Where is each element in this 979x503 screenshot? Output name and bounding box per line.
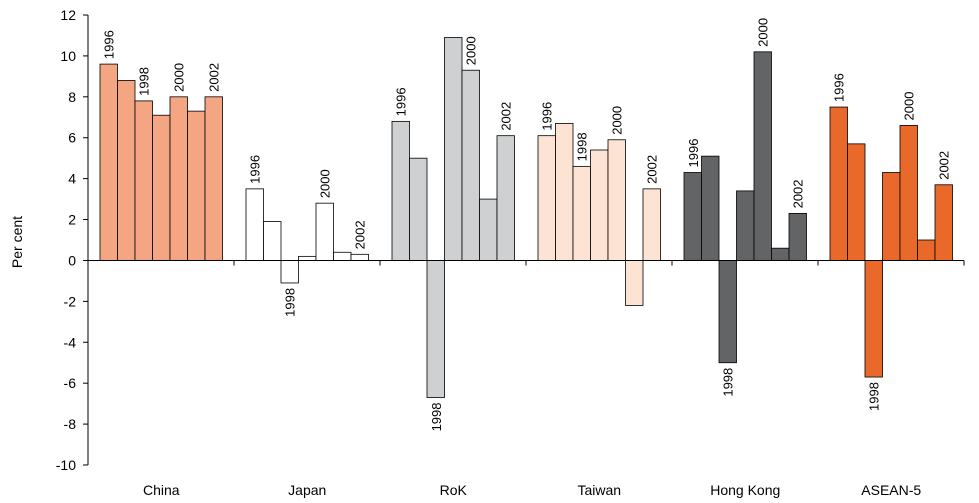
bars xyxy=(99,37,953,398)
bar-taiwan-1996 xyxy=(537,135,556,261)
bar-rok-1997 xyxy=(409,157,428,261)
year-label: 1998 xyxy=(575,132,590,161)
year-label: 2000 xyxy=(172,63,187,92)
bar-asean-5-1997 xyxy=(847,143,866,261)
bar-asean-5-1998 xyxy=(864,260,883,378)
bar-taiwan-1998 xyxy=(572,165,591,261)
year-label: 2002 xyxy=(937,151,952,180)
category-label: ASEAN-5 xyxy=(861,482,921,498)
year-label: 1998 xyxy=(721,368,736,397)
bar-taiwan-2000 xyxy=(607,139,626,261)
year-label: 1996 xyxy=(394,87,409,116)
year-label: 1998 xyxy=(137,67,152,96)
bar-japan-2002 xyxy=(350,253,369,261)
bar-rok-1999 xyxy=(444,37,463,261)
year-label: 2002 xyxy=(499,102,514,131)
year-label: 1998 xyxy=(283,288,298,317)
bar-asean-5-2002 xyxy=(934,184,953,261)
bar-china-1997 xyxy=(117,80,136,261)
y-tick-label: -2 xyxy=(64,293,77,309)
bar-japan-2001 xyxy=(333,251,352,261)
bar-rok-2002 xyxy=(496,135,515,261)
y-tick-label: 6 xyxy=(68,130,76,146)
year-label: 1996 xyxy=(832,73,847,102)
year-label: 2000 xyxy=(902,92,917,121)
year-label: 2000 xyxy=(464,36,479,65)
bar-china-2002 xyxy=(204,96,223,261)
year-label: 1996 xyxy=(540,102,555,131)
year-label: 2002 xyxy=(791,179,806,208)
year-label: 1996 xyxy=(102,30,117,59)
y-tick-label: -10 xyxy=(56,457,76,473)
year-label: 2000 xyxy=(756,18,771,47)
category-label: China xyxy=(143,482,180,498)
y-tick-label: -4 xyxy=(64,334,77,350)
category-label: Hong Kong xyxy=(710,482,780,498)
bar-japan-1998 xyxy=(280,260,299,284)
year-label: 1996 xyxy=(686,139,701,168)
bar-japan-1999 xyxy=(298,255,317,261)
bar-rok-2001 xyxy=(479,198,498,261)
year-label: 2002 xyxy=(645,155,660,184)
bar-hong-kong-2002 xyxy=(788,213,807,261)
y-tick-label: -8 xyxy=(64,416,77,432)
year-label: 1996 xyxy=(248,155,263,184)
bar-hong-kong-1999 xyxy=(736,190,755,261)
y-tick-label: -6 xyxy=(64,375,77,391)
y-axis-title: Per cent xyxy=(9,216,25,268)
y-tick-label: 4 xyxy=(68,171,76,187)
y-tick-label: 10 xyxy=(60,48,76,64)
bar-japan-1996 xyxy=(245,188,264,261)
bar-china-2000 xyxy=(169,96,188,261)
year-label: 2002 xyxy=(207,63,222,92)
year-label: 2002 xyxy=(353,220,368,249)
year-label: 1998 xyxy=(429,403,444,432)
bar-rok-2000 xyxy=(461,69,480,261)
bar-hong-kong-2001 xyxy=(771,247,790,261)
y-tick-label: 12 xyxy=(60,7,76,23)
bar-taiwan-1999 xyxy=(590,149,609,261)
bar-hong-kong-1998 xyxy=(718,260,737,364)
bar-japan-1997 xyxy=(263,221,282,261)
bar-japan-2000 xyxy=(315,202,334,261)
labels: 12 10 8 6 4 2 0 -2 -4 -6 -8 -10 1996 1998 2000 2002 Chin… xyxy=(56,7,952,498)
bar-china-1998 xyxy=(134,100,153,261)
bar-china-1999 xyxy=(152,114,171,261)
bar-rok-1996 xyxy=(391,120,410,261)
category-label: Japan xyxy=(288,482,326,498)
bar-taiwan-1997 xyxy=(555,123,574,261)
y-tick-label: 0 xyxy=(68,252,76,268)
year-label: 2000 xyxy=(318,169,333,198)
bar-asean-5-1999 xyxy=(882,172,901,261)
bar-hong-kong-1996 xyxy=(683,172,702,261)
bar-asean-5-1996 xyxy=(829,106,848,261)
y-tick-label: 8 xyxy=(68,89,76,105)
bar-china-1996 xyxy=(99,63,118,261)
category-label: RoK xyxy=(440,482,468,498)
bar-hong-kong-2000 xyxy=(753,51,772,261)
bar-hong-kong-1997 xyxy=(701,155,720,261)
bar-china-2001 xyxy=(187,110,206,261)
category-label: Taiwan xyxy=(577,482,621,498)
bar-taiwan-2001 xyxy=(625,260,644,306)
y-tick-label: 2 xyxy=(68,212,76,228)
year-label: 2000 xyxy=(610,106,625,135)
bar-asean-5-2001 xyxy=(917,239,936,261)
bar-asean-5-2000 xyxy=(899,125,918,261)
bar-taiwan-2002 xyxy=(642,188,661,261)
axes xyxy=(83,14,965,466)
bar-rok-1998 xyxy=(426,260,445,398)
year-label: 1998 xyxy=(867,382,882,411)
